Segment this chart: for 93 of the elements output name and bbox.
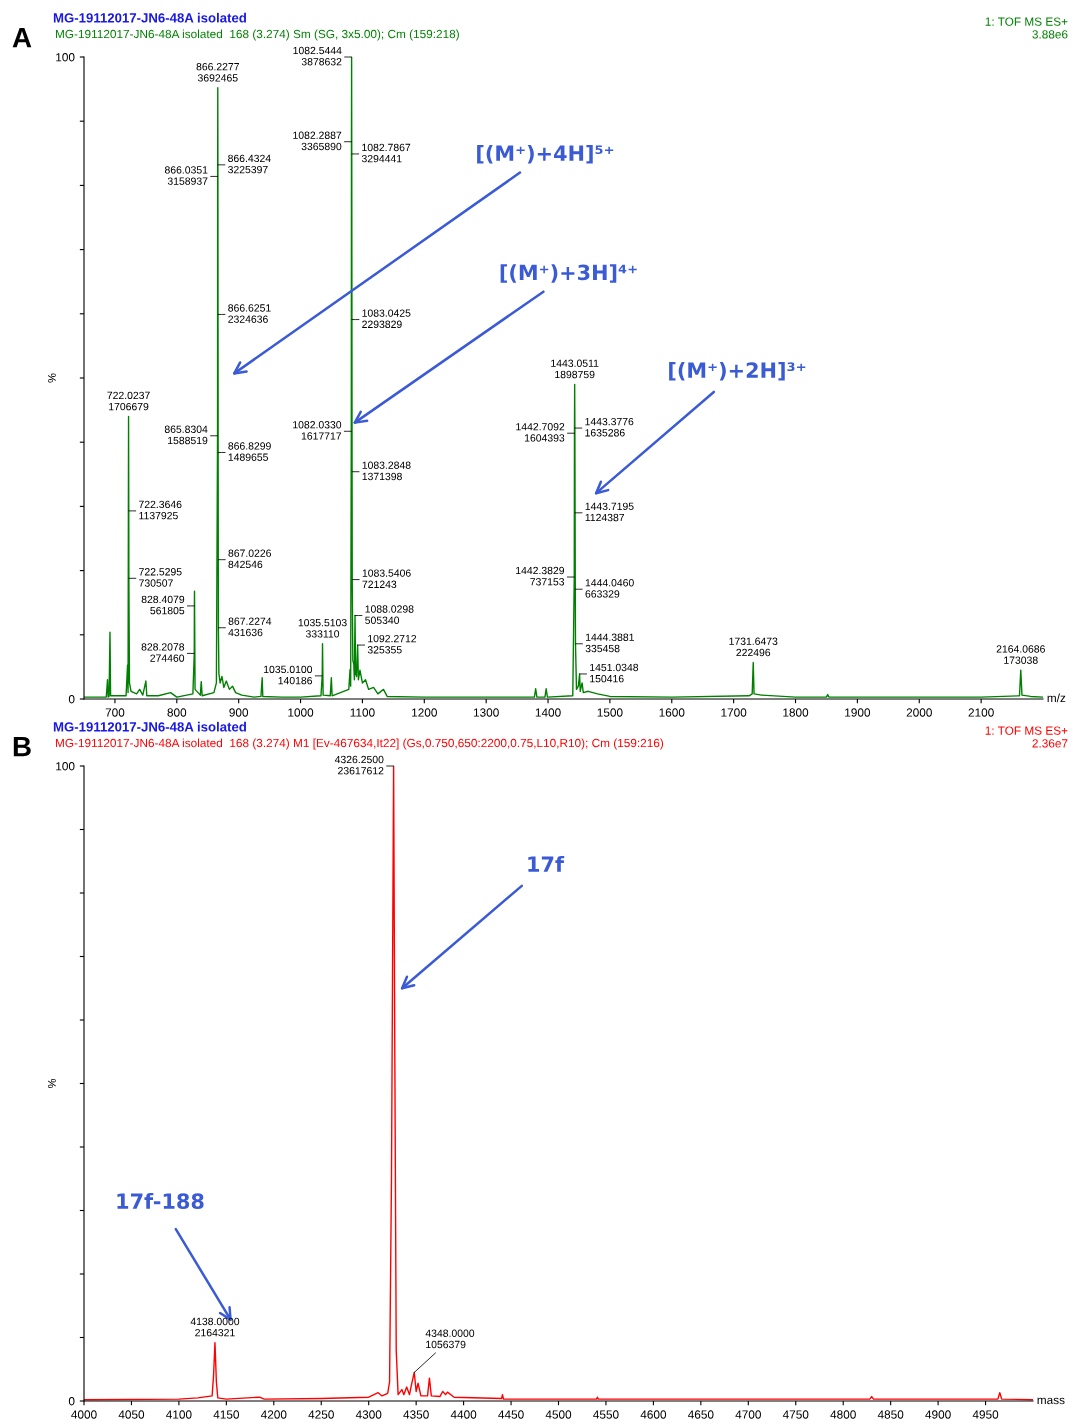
annotation: 1443.7195 1124387 [585,502,634,522]
x-tick-label: 4900 [925,1410,951,1419]
annotation: 866.4324 3225397 [228,154,271,174]
x-tick-label: 4850 [877,1410,904,1419]
y-tick-label: 100 [56,53,75,62]
annotation: 1082.7867 3294441 [361,143,411,163]
x-tick-label: 1500 [597,708,623,717]
chart-title: MG-19112017-JN6-48A isolated [53,721,246,732]
annotation: 866.8299 1489655 [228,442,271,461]
x-tick-label: 900 [229,708,249,717]
x-tick-label: 4450 [498,1410,524,1419]
y-tick-label: 0 [68,695,75,704]
x-tick-label: 4600 [640,1410,667,1419]
annotation: 1442.3829 737153 [516,566,565,586]
annotation: 1083.5406 721243 [362,569,411,588]
annotation: 866.0351 3158937 [164,166,208,185]
x-tick-label: 1300 [473,708,499,717]
annotation: [(M⁺)+4H]⁵⁺ [477,144,614,164]
x-tick-label: 4100 [166,1410,192,1419]
annotation: 4348.0000 1056379 [425,1329,475,1349]
x-tick-label: 4800 [830,1410,856,1419]
annotation: 1082.0330 1617717 [293,421,342,440]
x-tick-label: 1900 [845,708,871,717]
annotation: 867.2274 431636 [228,617,272,637]
annotation: 867.0226 842546 [228,549,271,569]
x-tick-label: 4250 [308,1410,334,1419]
x-tick-label: 4950 [972,1410,999,1419]
annotation: 2164.0686 173038 [996,645,1045,664]
annotation: 1082.2887 3365890 [293,131,342,151]
text: B [13,737,31,757]
x-tick-label: 4750 [782,1410,809,1419]
annotation: 722.0237 1706679 [107,391,150,411]
x-tick-label: 4300 [355,1410,382,1419]
annotation: 1083.0425 2293829 [362,309,411,328]
chart-subtitle: MG-19112017-JN6-48A isolated 168 (3.274) Sm (SG, 3x5.00); Cm (159:218) [55,29,459,41]
annotation: 865.8304 1588519 [164,425,208,445]
annotation: 4326.2500 23617612 [334,755,384,775]
chart-subtitle: MG-19112017-JN6-48A isolated 168 (3.274) M1 [Ev-467634,It22] (Gs,0.750,650:2200,0.75,L10,R10); Cm (159:216) [55,738,664,750]
x-tick-label: 4650 [687,1410,714,1419]
x-axis-title: mass [1037,1397,1065,1405]
x-tick-label: 1700 [721,708,747,717]
x-tick-label: 4200 [260,1410,287,1419]
y-axis-title: % [48,1078,56,1089]
annotation: 866.6251 2324636 [228,304,271,323]
annotation: 17f-188 [117,1192,204,1210]
x-tick-label: 1400 [535,708,561,717]
annotation: 1444.3881 335458 [585,633,634,653]
text: A [12,28,32,48]
x-tick-label: 1600 [659,708,685,717]
x-tick-label: 2000 [906,708,932,717]
annotation: 1035.0100 140186 [264,665,313,685]
annotation: 1088.0298 505340 [365,605,414,624]
x-tick-label: 4550 [593,1410,619,1419]
annotation: 1451.0348 150416 [590,663,639,683]
annotation: 1092.2712 325355 [367,634,417,654]
x-tick-label: 1000 [288,708,314,717]
y-tick-label: 0 [68,1397,75,1406]
x-tick-label: 4050 [118,1410,145,1419]
x-tick-label: 800 [167,708,187,717]
chart-title: MG-19112017-JN6-48A isolated [53,12,246,23]
annotation: 1444.0460 663329 [585,579,634,598]
annotation: 17f [528,855,565,872]
x-tick-label: 1200 [412,708,437,717]
x-tick-label: 4500 [545,1410,572,1419]
annotation: 866.2277 3692465 [196,62,239,82]
x-tick-label: 700 [105,708,125,717]
annotation: 1443.0511 1898759 [551,359,599,379]
annotation: 1035.5103 333110 [298,618,347,638]
y-tick-label: 100 [56,762,75,771]
x-tick-label: 4400 [450,1410,477,1419]
x-tick-label: 4350 [403,1410,429,1419]
annotation: 828.4079 561805 [141,595,185,615]
x-tick-label: 4700 [735,1410,761,1419]
text: 1: TOF MS ES+ 2.36e7 [985,726,1068,748]
annotation: 1443.3776 1635286 [585,417,634,437]
annotation: [(M⁺)+3H]⁴⁺ [500,264,637,283]
x-tick-label: 1800 [783,708,809,717]
x-tick-label: 4000 [71,1410,97,1419]
annotation: [(M⁺)+2H]³⁺ [669,361,806,381]
annotation: 4138.0000 2164321 [190,1317,240,1337]
x-tick-label: 1100 [350,708,375,717]
annotation: 1083.2848 1371398 [362,461,411,481]
y-axis-title: % [48,373,56,383]
annotation: 1082.5444 3878632 [293,46,342,66]
annotation: 828.2078 274460 [141,643,185,662]
annotation: 722.5295 730507 [139,568,182,587]
x-tick-label: 2100 [968,708,994,717]
text: 1: TOF MS ES+ 3.88e6 [985,17,1068,39]
annotation: 1731.6473 222496 [729,637,778,657]
annotation: 1442.7092 1604393 [516,423,565,442]
x-tick-label: 4150 [213,1410,240,1419]
x-axis-title: m/z [1047,693,1066,703]
annotation: 722.3646 1137925 [139,500,182,520]
